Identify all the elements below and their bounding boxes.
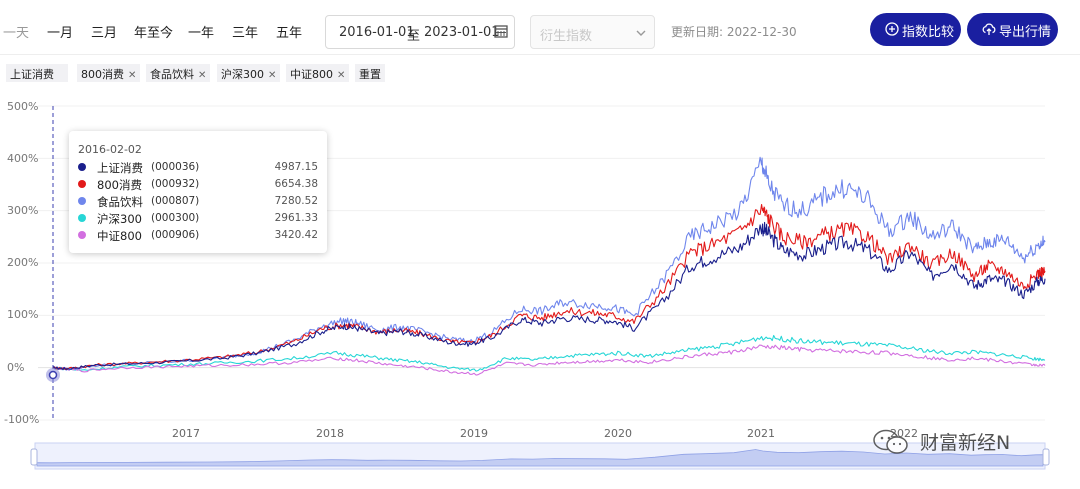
range-5y-button[interactable]: 五年: [276, 26, 303, 41]
tooltip-series-value: 6654.38: [274, 178, 318, 190]
hover-marker-dot: [48, 370, 58, 380]
tag-label: 800消费: [81, 68, 124, 81]
tooltip-row: 食品饮料 (000807) 7280.52: [78, 194, 318, 209]
tooltip-series-code: (000807): [151, 195, 200, 207]
compare-index-label: 指数比较: [902, 25, 955, 40]
tag-label: 中证800: [290, 68, 333, 81]
x-tick-label: 2018: [316, 427, 344, 440]
tooltip-row: 沪深300 (000300) 2961.33: [78, 211, 318, 226]
update-date: 更新日期: 2022-12-30: [671, 25, 797, 39]
tag-label: 食品饮料: [150, 68, 194, 81]
tooltip-series-code: (000906): [151, 229, 200, 241]
tooltip-series-value: 4987.15: [274, 161, 318, 173]
tooltip-date: 2016-02-02: [78, 143, 142, 156]
compare-index-button[interactable]: 指数比较: [870, 13, 961, 46]
y-tick-label: 500%: [7, 100, 39, 113]
tooltip-row: 800消费 (000932) 6654.38: [78, 177, 318, 192]
tooltip-series-name: 沪深300: [97, 212, 142, 226]
close-icon[interactable]: ✕: [337, 70, 346, 81]
calendar-icon[interactable]: [494, 24, 508, 38]
date-end[interactable]: 2023-01-01: [424, 25, 500, 40]
watermark-text: 财富新经N: [920, 432, 1011, 454]
tooltip-series-code: (000036): [151, 161, 200, 173]
tooltip-series-value: 7280.52: [274, 195, 318, 207]
series-line: [52, 156, 1046, 371]
reset-label: 重置: [359, 68, 381, 81]
index-tag: 上证消费: [6, 64, 68, 82]
navigator-area: [36, 449, 1044, 467]
tooltip-series-name: 食品饮料: [97, 195, 143, 209]
range-navigator[interactable]: [30, 442, 1050, 470]
y-tick-label: 300%: [7, 204, 39, 217]
tooltip-series-name: 上证消费: [97, 161, 143, 175]
close-icon[interactable]: ✕: [268, 70, 277, 81]
series-color-dot: [78, 197, 86, 205]
date-range-picker[interactable]: 2016-01-01 至 2023-01-01: [325, 15, 515, 49]
tag-label: 沪深300: [221, 68, 264, 81]
export-quotes-button[interactable]: 导出行情: [967, 13, 1058, 46]
close-icon[interactable]: ✕: [128, 70, 137, 81]
series-color-dot: [78, 163, 86, 171]
close-icon[interactable]: ✕: [198, 70, 207, 81]
derivative-index-placeholder: 衍生指数: [540, 29, 593, 44]
export-quotes-label: 导出行情: [999, 25, 1052, 40]
y-tick-label: -100%: [4, 413, 40, 426]
chevron-down-icon: [636, 30, 646, 36]
index-tag: 食品饮料 ✕: [146, 64, 211, 82]
series-line: [52, 344, 1046, 376]
range-1y-button[interactable]: 一年: [188, 26, 215, 41]
y-tick-label: 400%: [7, 152, 39, 165]
watermark: 财富新经N: [872, 424, 1047, 460]
series-line: [52, 203, 1046, 371]
chart-tooltip: 2016-02-02 上证消费 (000036) 4987.15 800消费 (…: [69, 131, 327, 253]
range-3y-button[interactable]: 三年: [232, 26, 259, 41]
tooltip-series-value: 3420.42: [274, 229, 318, 241]
wechat-logo-icon: [873, 429, 908, 454]
tooltip-series-code: (000932): [151, 178, 200, 190]
derivative-index-select[interactable]: 衍生指数: [530, 15, 655, 49]
tooltip-row: 中证800 (000906) 3420.42: [78, 228, 318, 243]
x-tick-label: 2020: [604, 427, 632, 440]
tag-label: 上证消费: [10, 68, 54, 81]
cloud-upload-icon: [982, 23, 996, 35]
x-tick-label: 2019: [460, 427, 488, 440]
plus-circle-icon: [885, 22, 899, 36]
chart-series: [52, 156, 1046, 376]
series-color-dot: [78, 214, 86, 222]
x-tick-label: 2017: [172, 427, 200, 440]
tooltip-series-code: (000300): [151, 212, 200, 224]
tooltip-series-name: 中证800: [97, 229, 142, 243]
range-3m-button[interactable]: 三月: [91, 26, 118, 41]
range-ytd-button[interactable]: 年至今: [134, 26, 174, 41]
series-color-dot: [78, 231, 86, 239]
range-1d-button[interactable]: 一天: [3, 26, 30, 41]
navigator-left-handle[interactable]: [30, 448, 38, 466]
toolbar: 一天 一月 三月 年至今 一年 三年 五年 2016-01-01 至 2023-…: [0, 0, 1080, 62]
series-color-dot: [78, 180, 86, 188]
navigator-right-handle[interactable]: [1042, 448, 1050, 466]
series-line: [53, 334, 1046, 372]
reset-button[interactable]: 重置: [355, 64, 385, 82]
y-tick-label: 0%: [7, 361, 25, 374]
index-tag: 800消费 ✕: [77, 64, 141, 82]
range-1m-button[interactable]: 一月: [47, 26, 74, 41]
y-tick-label: 100%: [7, 308, 39, 321]
toolbar-divider: [0, 54, 1080, 55]
tooltip-row: 上证消费 (000036) 4987.15: [78, 160, 318, 175]
tooltip-series-value: 2961.33: [274, 212, 318, 224]
date-start[interactable]: 2016-01-01: [339, 25, 415, 40]
index-tag: 中证800 ✕: [286, 64, 350, 82]
y-tick-label: 200%: [7, 256, 39, 269]
date-separator: 至: [407, 29, 421, 44]
series-line: [53, 221, 1046, 371]
x-tick-label: 2021: [747, 427, 775, 440]
index-tag: 沪深300 ✕: [217, 64, 281, 82]
tooltip-series-name: 800消费: [97, 178, 142, 192]
